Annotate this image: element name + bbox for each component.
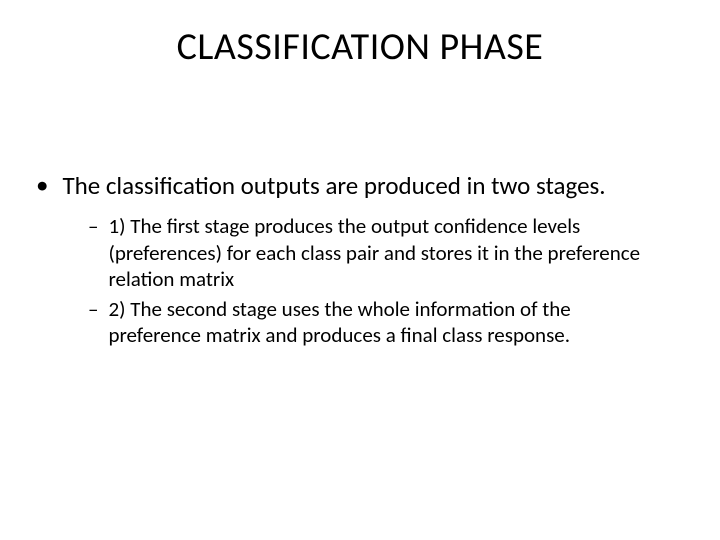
bullet-text: 1) The first stage produces the output c…: [108, 213, 684, 292]
sub-bullet-list: – 1) The first stage produces the output…: [88, 213, 684, 348]
bullet-level2: – 1) The first stage produces the output…: [88, 213, 684, 292]
bullet-text: 2) The second stage uses the whole infor…: [108, 296, 684, 349]
slide-title: CLASSIFICATION PHASE: [36, 24, 684, 70]
bullet-text: The classification outputs are produced …: [62, 170, 605, 201]
slide-body: • The classification outputs are produce…: [36, 170, 684, 349]
slide: CLASSIFICATION PHASE • The classificatio…: [0, 0, 720, 540]
bullet-marker: •: [36, 170, 48, 200]
bullet-marker: –: [88, 296, 98, 322]
bullet-level2: – 2) The second stage uses the whole inf…: [88, 296, 684, 349]
bullet-marker: –: [88, 213, 98, 239]
bullet-level1: • The classification outputs are produce…: [36, 170, 684, 201]
